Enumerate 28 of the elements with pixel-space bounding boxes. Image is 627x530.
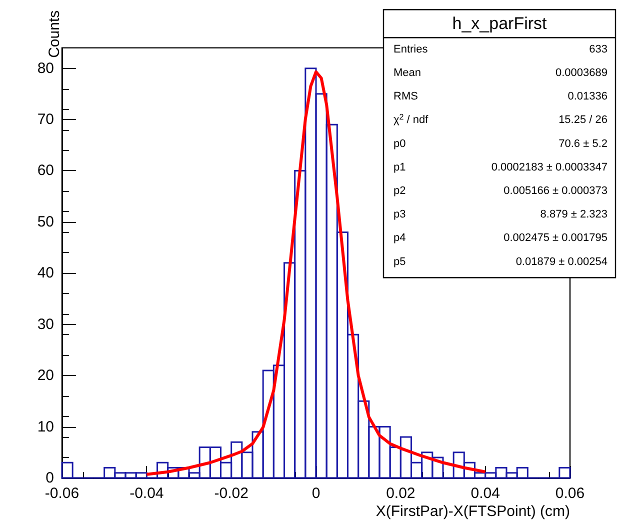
text: Entries 633 bbox=[394, 43, 608, 56]
text: p4 0.002475 ± 0.001795 bbox=[394, 232, 608, 244]
y-tick-label: 0 bbox=[46, 470, 54, 486]
y-tick-label: 10 bbox=[37, 418, 54, 436]
y-axis-title: Counts bbox=[46, 10, 63, 58]
x-axis-title: X(FirstPar)-X(FTSPoint) (cm) bbox=[376, 503, 570, 520]
y-tick-label: 70 bbox=[37, 111, 54, 128]
y-tick-label: 40 bbox=[37, 264, 54, 282]
y-tick-label: 60 bbox=[37, 162, 54, 180]
text: p3 8.879 ± 2.323 bbox=[394, 208, 608, 221]
x-tick-label: -0.06 bbox=[44, 485, 80, 502]
x-tick-label: 0.02 bbox=[386, 485, 416, 502]
x-tick-label: 0.04 bbox=[470, 485, 500, 502]
x-tick-label: -0.02 bbox=[214, 485, 248, 502]
text: p0 70.6 ± 5.2 bbox=[394, 138, 608, 150]
x-tick-label: 0 bbox=[312, 485, 320, 502]
text: p2 0.005166 ± 0.000373 bbox=[394, 185, 608, 197]
y-tick-label: 50 bbox=[37, 213, 54, 230]
text: h_x_parFirst bbox=[452, 14, 548, 34]
y-tick-label: 20 bbox=[37, 367, 54, 384]
y-tick-label: 80 bbox=[37, 60, 54, 77]
x-tick-label: -0.04 bbox=[130, 485, 164, 502]
text: p5 0.01879 ± 0.00254 bbox=[394, 256, 608, 268]
text: p1 0.0002183 ± 0.0003347 bbox=[394, 161, 608, 174]
x-tick-label: 0.06 bbox=[555, 485, 585, 502]
text: Mean 0.0003689 bbox=[394, 67, 608, 79]
y-tick-label: 30 bbox=[37, 316, 54, 333]
text: RMS 0.01336 bbox=[394, 90, 608, 103]
